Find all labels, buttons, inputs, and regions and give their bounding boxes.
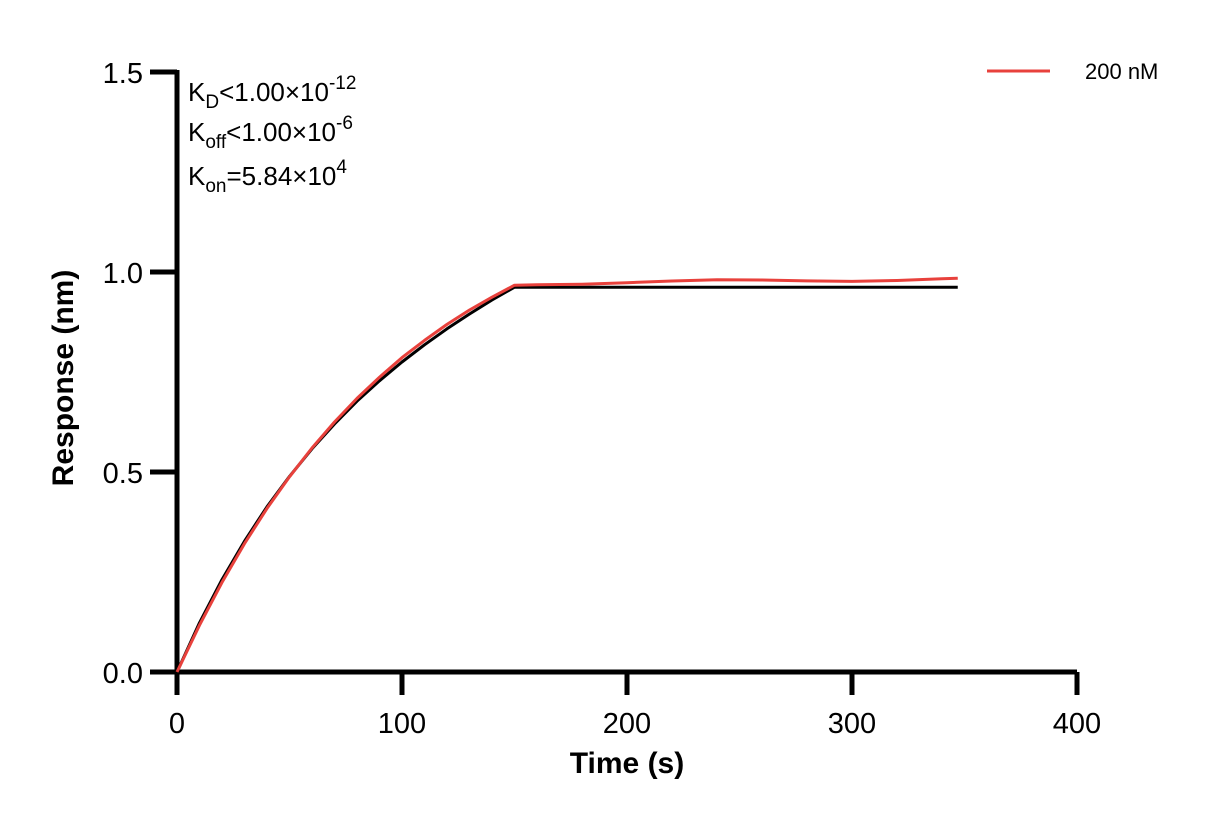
x-tick-label-2: 200	[603, 708, 651, 740]
x-axis-title: Time (s)	[570, 747, 684, 780]
series-layer	[175, 276, 958, 673]
annotation-on: Kon=5.84×104	[188, 157, 347, 197]
y-tick-label-1: 0.5	[103, 458, 143, 490]
fit-curve-line	[175, 285, 958, 673]
x-tick-label-0: 0	[169, 708, 185, 740]
x-tick-label-4: 400	[1053, 708, 1101, 740]
y-tick-label-0: 0.0	[103, 658, 143, 690]
y-tick-label-3: 1.5	[103, 58, 143, 90]
annotation-d: KD<1.00×10-12	[188, 73, 356, 113]
series-line-200nm	[175, 276, 958, 673]
ticks: 0 100 200 300 400 0.0 0.5 1.0 1.5	[103, 58, 1102, 740]
legend-label-200nm: 200 nM	[1085, 59, 1158, 84]
x-tick-label-3: 300	[828, 708, 876, 740]
annotation-off: Koff<1.00×10-6	[188, 113, 353, 153]
y-tick-label-2: 1.0	[103, 258, 143, 290]
legend: 200 nM	[987, 59, 1158, 84]
y-axis-title: Response (nm)	[47, 270, 80, 487]
x-tick-label-1: 100	[378, 708, 426, 740]
